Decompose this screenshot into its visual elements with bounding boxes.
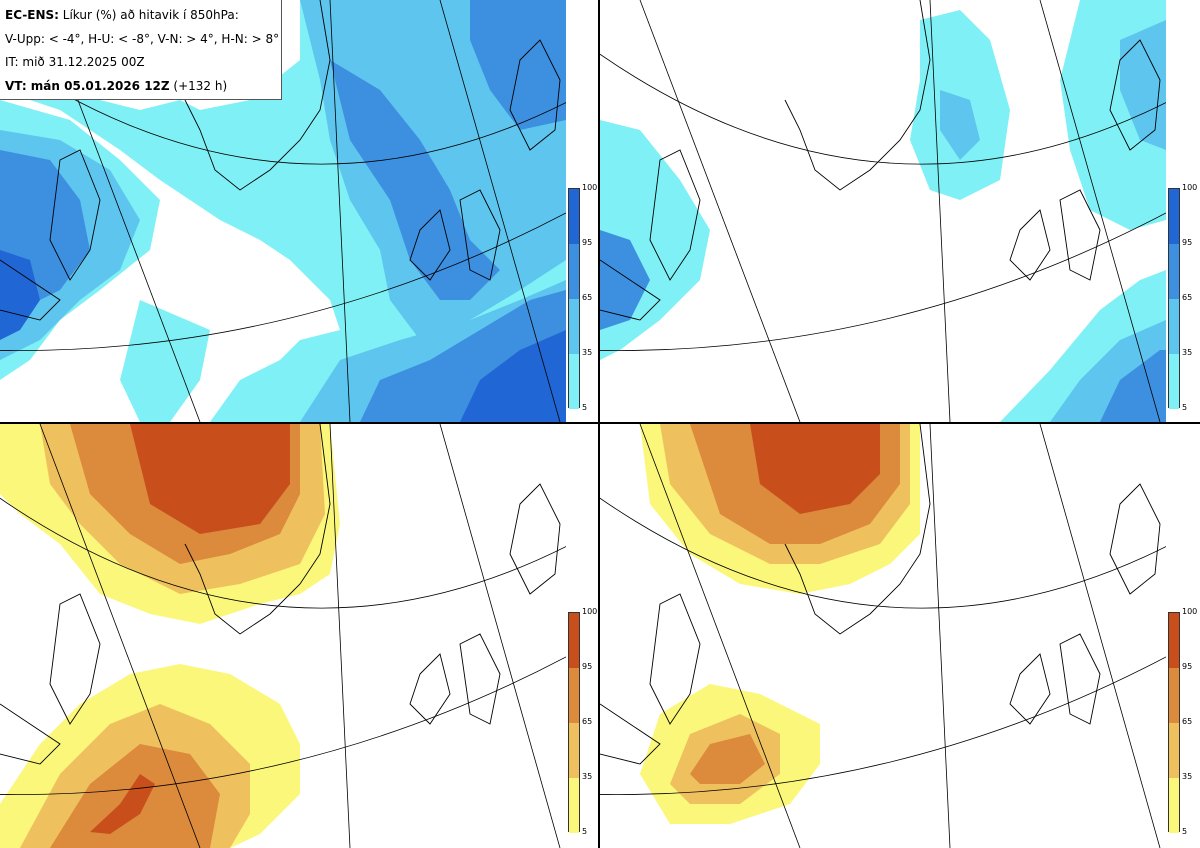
colorbar-tick-label: 95 bbox=[582, 238, 593, 247]
map-panel-upper-right bbox=[600, 0, 1166, 422]
colorbar-tick-label: 100 bbox=[1182, 183, 1198, 192]
threshold-text: V-Upp: < -4°, H-U: < -8°, V-N: > 4°, H-N… bbox=[5, 31, 280, 46]
colorbar-tick-label: 35 bbox=[582, 772, 593, 781]
map-info-box: EC-ENS: Líkur (%) að hitavik í 850hPa: V… bbox=[0, 0, 282, 100]
colorbar-cold-right bbox=[1168, 188, 1180, 409]
prob-area-95-south bbox=[90, 774, 155, 834]
prob-area-65-west bbox=[600, 230, 650, 330]
colorbar-tick-label: 100 bbox=[582, 183, 598, 192]
panel-divider-vertical bbox=[598, 0, 600, 848]
init-time: IT: mið 31.12.2025 00Z bbox=[5, 55, 145, 69]
prob-area-35-north bbox=[940, 90, 980, 160]
graticule bbox=[600, 0, 1166, 422]
prob-area-95-north bbox=[130, 424, 290, 534]
panel-divider-horizontal bbox=[0, 422, 1200, 424]
colorbar-segment bbox=[569, 668, 579, 723]
colorbar-tick-label: 5 bbox=[1182, 403, 1188, 412]
colorbar-segment bbox=[569, 354, 579, 409]
prob-area-65 bbox=[330, 60, 500, 300]
prob-area-35-east bbox=[1120, 20, 1166, 150]
colorbar-segment bbox=[569, 723, 579, 778]
coastlines bbox=[0, 424, 561, 765]
map-panel-lower-right bbox=[600, 424, 1166, 848]
prob-area-65-east bbox=[470, 0, 566, 130]
colorbar-segment bbox=[1169, 244, 1179, 299]
map-panel-lower-left bbox=[0, 424, 566, 848]
prob-area-95-south bbox=[460, 330, 566, 422]
prob-area-95-north bbox=[750, 424, 880, 514]
map-lower-right bbox=[600, 424, 1166, 848]
prob-area-65-south bbox=[1100, 350, 1166, 422]
lead-time: (+132 h) bbox=[169, 78, 228, 93]
map-upper-right bbox=[600, 0, 1166, 422]
colorbar-tick-label: 5 bbox=[582, 403, 588, 412]
colorbar-warm-right bbox=[1168, 612, 1180, 833]
colorbar-tick-label: 35 bbox=[1182, 348, 1193, 357]
colorbar-segment bbox=[569, 778, 579, 833]
colorbar-segment bbox=[569, 244, 579, 299]
colorbar-tick-label: 65 bbox=[1182, 717, 1193, 726]
colorbar-segment bbox=[569, 189, 579, 244]
colorbar-tick-label: 5 bbox=[1182, 827, 1188, 836]
colorbar-segment bbox=[1169, 189, 1179, 244]
colorbar-segment bbox=[1169, 354, 1179, 409]
map-lower-left bbox=[0, 424, 566, 848]
colorbar-segment bbox=[1169, 613, 1179, 668]
colorbar-tick-label: 35 bbox=[1182, 772, 1193, 781]
coastlines bbox=[600, 424, 1161, 765]
colorbar-tick-label: 95 bbox=[1182, 238, 1193, 247]
map-title: Líkur (%) að hitavik í 850hPa: bbox=[58, 8, 239, 22]
colorbar-tick-label: 100 bbox=[1182, 607, 1198, 616]
colorbar-tick-label: 35 bbox=[582, 348, 593, 357]
model-label: EC-ENS: bbox=[5, 8, 59, 22]
graticule bbox=[0, 424, 566, 848]
graticule bbox=[600, 424, 1166, 848]
valid-time: VT: mán 05.01.2026 12Z bbox=[5, 78, 170, 93]
colorbar-tick-label: 5 bbox=[582, 827, 588, 836]
coastlines bbox=[600, 0, 1161, 321]
coastlines bbox=[0, 0, 561, 321]
colorbar-segment bbox=[1169, 778, 1179, 833]
prob-area-95 bbox=[0, 250, 40, 340]
colorbar-warm-left bbox=[568, 612, 580, 833]
colorbar-segment bbox=[1169, 668, 1179, 723]
colorbar-segment bbox=[569, 613, 579, 668]
prob-area-5-south bbox=[120, 300, 210, 422]
map-panel-upper-left: EC-ENS: Líkur (%) að hitavik í 850hPa: V… bbox=[0, 0, 566, 422]
colorbar-segment bbox=[1169, 723, 1179, 778]
colorbar-segment bbox=[1169, 299, 1179, 354]
colorbar-tick-label: 65 bbox=[582, 293, 593, 302]
colorbar-tick-label: 65 bbox=[1182, 293, 1193, 302]
colorbar-segment bbox=[569, 299, 579, 354]
colorbar-tick-label: 100 bbox=[582, 607, 598, 616]
prob-area-65-south bbox=[690, 734, 765, 784]
map-upper-left bbox=[0, 0, 566, 422]
colorbar-cold-left bbox=[568, 188, 580, 409]
colorbar-tick-label: 95 bbox=[582, 662, 593, 671]
colorbar-tick-label: 95 bbox=[1182, 662, 1193, 671]
colorbar-tick-label: 65 bbox=[582, 717, 593, 726]
